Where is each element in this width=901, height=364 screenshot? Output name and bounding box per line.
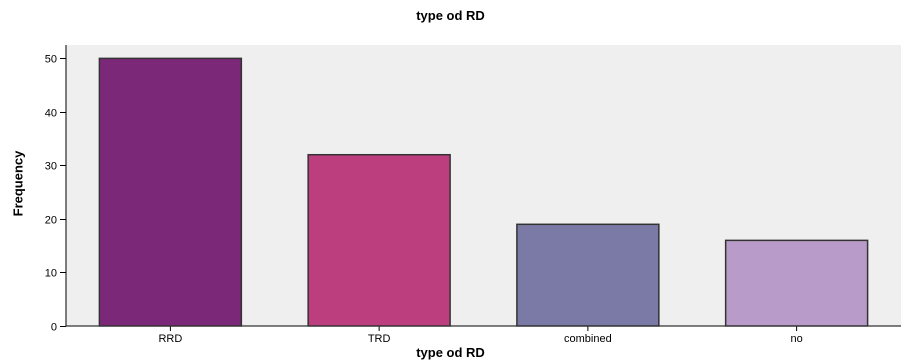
y-tick-label: 30 <box>45 161 57 173</box>
bar-trd <box>307 153 451 327</box>
x-tick-label: combined <box>564 333 612 345</box>
y-tick-label: 20 <box>45 215 57 227</box>
y-tick-label: 0 <box>51 322 57 334</box>
x-tick-label: no <box>791 333 803 345</box>
x-tick-label: TRD <box>368 333 391 345</box>
x-tick-label: RRD <box>158 333 182 345</box>
bar-no <box>724 239 869 327</box>
bars <box>98 57 869 327</box>
y-axis-title: Frequency <box>10 150 26 217</box>
y-tick-label: 10 <box>45 268 57 280</box>
bar-rrd <box>98 57 243 327</box>
y-tick-label: 40 <box>45 108 57 120</box>
y-tick-label: 50 <box>45 54 57 66</box>
x-axis: RRD TRD combined no <box>66 325 901 345</box>
bar-combined <box>516 223 660 327</box>
y-axis: 0 10 20 30 40 50 <box>45 45 67 334</box>
x-axis-title: type od RD <box>416 345 485 360</box>
chart-title: type od RD <box>416 8 485 23</box>
